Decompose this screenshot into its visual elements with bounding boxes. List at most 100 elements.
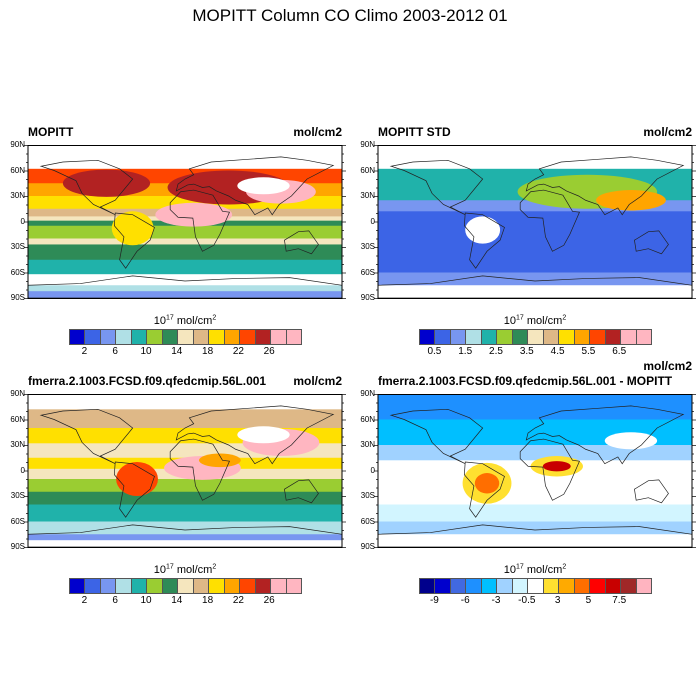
panel-left-title: MOPITT	[28, 125, 74, 139]
coastline	[284, 479, 319, 504]
colorbar-box	[286, 330, 302, 344]
colorbar-label: -6	[460, 595, 470, 606]
colorbar-label: 22	[232, 346, 244, 357]
lat-tick-label: 30S	[360, 491, 375, 500]
field-anomaly	[111, 211, 154, 246]
lat-tick-label: 30N	[10, 191, 25, 200]
field-band	[378, 211, 692, 273]
colorbar-box	[590, 579, 606, 593]
units-text: mol/cm	[173, 564, 213, 576]
colorbar	[419, 578, 652, 594]
colorbar-label: 26	[263, 595, 275, 606]
map-plot	[24, 145, 346, 299]
field-anomaly	[465, 216, 501, 244]
lat-tick-label: 30S	[10, 491, 25, 500]
colorbar-label: 6	[112, 595, 118, 606]
lat-tick-label: 0	[370, 216, 375, 226]
coastline	[463, 212, 505, 269]
colorbar-box	[131, 579, 148, 593]
colorbar-box	[512, 330, 529, 344]
colorbar-box	[271, 579, 287, 593]
lat-tick-label: 90N	[360, 389, 375, 398]
field-band	[28, 244, 342, 261]
colorbar-box	[466, 330, 482, 344]
colorbar-box	[85, 330, 101, 344]
coastline	[634, 479, 669, 504]
field-band	[378, 534, 692, 548]
figure-title: MOPITT Column CO Climo 2003-2012 01	[192, 6, 508, 25]
lat-tick-label: 0	[20, 216, 25, 226]
lat-tick-label: 0	[370, 465, 375, 475]
lat-tick-label: 60N	[10, 165, 25, 175]
colorbar-box	[147, 330, 163, 344]
field-band	[378, 521, 692, 535]
colorbar-units: 1017 mol/cm2	[65, 314, 305, 327]
colorbar-units: 1017 mol/cm2	[65, 563, 305, 576]
coastline	[284, 230, 319, 255]
colorbar-label: 0.5	[427, 346, 442, 357]
colorbar-box	[497, 330, 513, 344]
coastline	[169, 189, 230, 252]
colorbar	[69, 329, 302, 345]
lat-tick-label: 60S	[360, 516, 375, 526]
coastline	[525, 156, 685, 216]
colorbar-label: 2.5	[489, 346, 503, 357]
panel-right-title: mol/cm2	[293, 125, 342, 139]
colorbar-box	[574, 330, 591, 344]
coastline	[525, 405, 685, 465]
colorbar-box	[621, 330, 637, 344]
lat-tick-label: 30S	[360, 242, 375, 251]
colorbar-box	[450, 330, 467, 344]
colorbar-box	[224, 579, 241, 593]
colorbar-box	[162, 579, 179, 593]
lat-tick-label: 30S	[10, 242, 25, 251]
colorbar-box	[481, 579, 498, 593]
field-band	[378, 394, 692, 420]
map-plot	[374, 145, 696, 299]
lat-tick-label: 90N	[10, 389, 25, 398]
colorbar-box	[70, 330, 86, 344]
field-band	[28, 491, 342, 505]
colorbar-box	[420, 579, 436, 593]
field-band	[28, 145, 342, 170]
units-base: 10	[153, 564, 167, 576]
field-band	[28, 394, 342, 410]
field-band	[28, 521, 342, 535]
units-exponent: 17	[166, 314, 174, 322]
lat-tick-label: 30N	[360, 440, 375, 449]
coastline	[634, 230, 669, 255]
colorbar-box	[70, 579, 86, 593]
colorbar-box	[420, 330, 436, 344]
colorbar-label: 5.5	[581, 346, 596, 357]
lat-tick-label: 60N	[360, 414, 375, 424]
map-plot	[24, 394, 346, 548]
colorbar-label: 6.5	[612, 346, 627, 357]
coastline	[39, 159, 134, 216]
colorbar-label: 3	[554, 595, 561, 606]
field-band	[378, 285, 692, 299]
field-band	[28, 259, 342, 275]
lat-tick-label: 90N	[10, 140, 25, 149]
coastline	[519, 438, 580, 501]
colorbar-label: 26	[263, 346, 275, 357]
colorbar-box	[255, 330, 272, 344]
units-text: mol/cm	[173, 315, 213, 327]
colorbar-label: 18	[202, 595, 214, 606]
colorbar-box	[497, 579, 513, 593]
field-anomaly	[155, 202, 233, 227]
lat-tick-label: 60S	[10, 267, 25, 277]
lat-tick-label: 60N	[360, 165, 375, 175]
colorbar	[69, 578, 302, 594]
field-band	[378, 145, 692, 170]
coastline	[463, 461, 505, 518]
colorbar-box	[193, 579, 210, 593]
colorbar-box	[605, 579, 622, 593]
colorbar-box	[528, 579, 544, 593]
colorbar-label: 14	[171, 346, 183, 357]
colorbar-box	[162, 330, 179, 344]
colorbar-label: 4.5	[550, 346, 565, 357]
colorbar-box	[116, 579, 132, 593]
panel-left-title: fmerra.2.1003.FCSD.f09.qfedcmip.56L.001	[28, 374, 267, 388]
lat-tick-label: 90S	[360, 542, 375, 551]
coastline	[389, 408, 484, 465]
